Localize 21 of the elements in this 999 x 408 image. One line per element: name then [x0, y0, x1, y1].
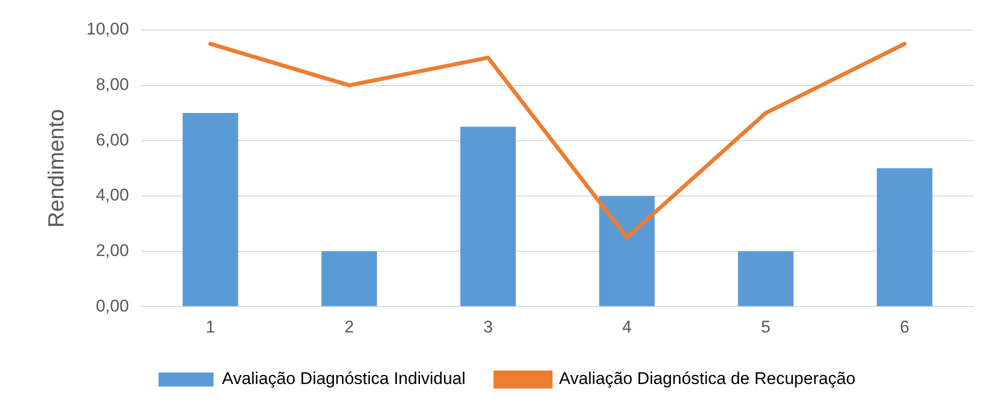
- bar: [321, 251, 377, 306]
- y-tick-label: 2,00: [96, 240, 129, 260]
- y-tick-label: 6,00: [96, 130, 129, 150]
- bar: [182, 112, 238, 306]
- x-tick-label: 6: [900, 317, 910, 336]
- y-tick-label: 10,00: [86, 20, 129, 39]
- y-tick-label: 8,00: [96, 75, 129, 94]
- x-tick-label: 4: [622, 317, 632, 336]
- y-tick-label: 4,00: [96, 186, 129, 205]
- y-tick-label: 0,00: [96, 296, 129, 316]
- legend-label: Avaliação Diagnóstica Individual: [222, 369, 466, 388]
- bar: [876, 168, 932, 306]
- bar: [738, 251, 794, 306]
- x-tick-label: 2: [344, 317, 354, 336]
- bar: [599, 196, 655, 306]
- y-axis-title: Rendimento: [43, 108, 68, 228]
- bar: [460, 126, 516, 306]
- x-tick-label: 3: [483, 317, 493, 336]
- x-tick-label: 1: [206, 317, 216, 336]
- x-tick-label: 5: [761, 317, 770, 336]
- legend-label: Avaliação Diagnóstica de Recuperação: [559, 369, 856, 388]
